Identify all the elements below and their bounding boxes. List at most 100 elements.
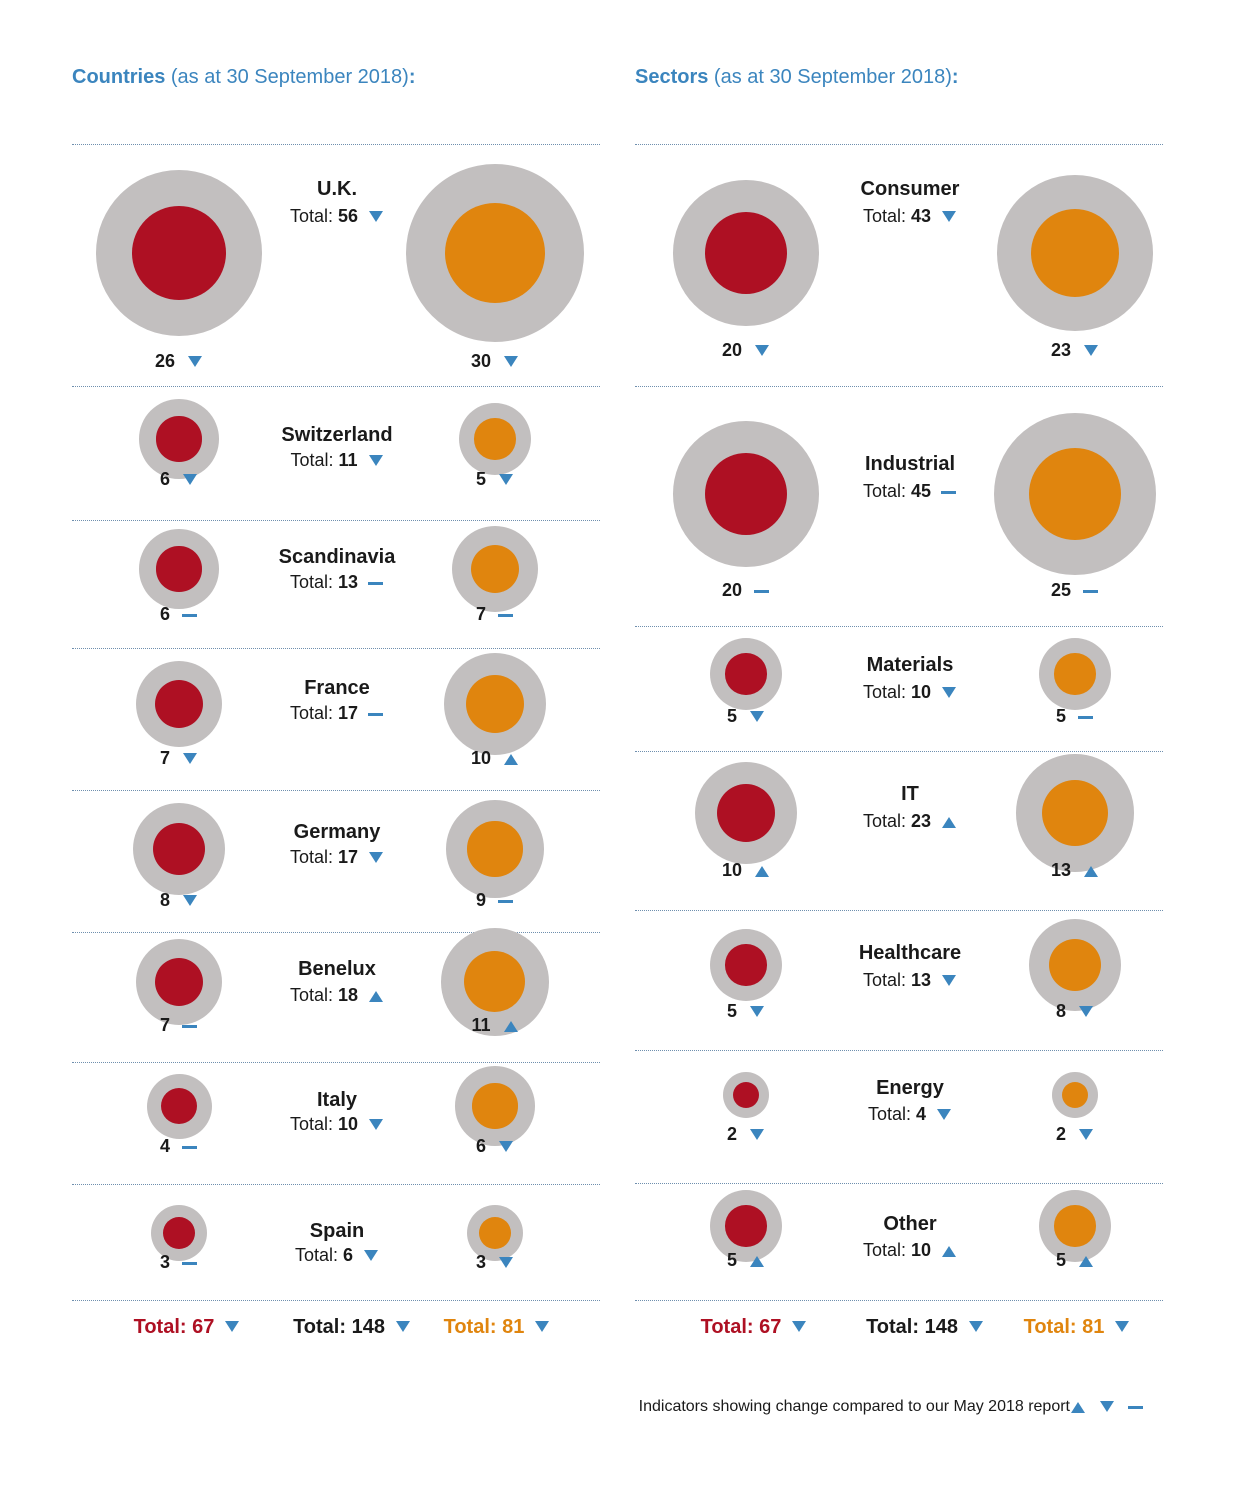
countries-row-italy-total-label: Total: [289,1114,338,1134]
countries-row-benelux-right-count-value: 11 [471,1015,491,1035]
row-divider [635,386,1163,387]
sectors-row-materials-left-bubble-core [725,653,767,695]
countries-row-u-k-right-bubble [405,163,584,342]
sectors-row-industrial-left-count-value: 20 [721,580,743,600]
countries-row-france-total: Total: 17 [237,703,437,724]
sectors-row-industrial-total: Total: 45 [810,481,1010,502]
countries-row-switzerland-right-bubble [458,402,532,476]
up-triangle-icon [1070,1401,1086,1414]
sectors-row-consumer-left-count-value: 20 [721,340,743,360]
sectors-row-energy-right-bubble-core [1061,1081,1088,1108]
countries-row-germany-total-down-triangle-icon [368,851,384,865]
countries-row-italy-left-count-value: 4 [159,1136,170,1156]
sectors-row-materials-left-count-down-triangle-icon [749,710,765,724]
countries-row-italy-name: Italy [316,1089,358,1111]
sectors-row-industrial-right-bubble [993,412,1157,576]
row-divider [72,790,600,791]
sectors-row-it-left-count: 10 [701,860,791,881]
countries-row-benelux-right-count-up-triangle-icon [503,1020,519,1033]
countries-row-france-left-count: 7 [134,748,224,769]
sectors-row-it-left-bubble [694,761,798,865]
countries-title-colon: : [408,66,416,88]
sectors-row-energy-total: Total: 4 [810,1104,1010,1125]
row-divider [72,932,600,933]
countries-row-spain-name: Spain [309,1220,365,1242]
countries-row-benelux-right-count: 11 [450,1015,540,1036]
sectors-row-it-right-count-value: 13 [1050,860,1072,880]
sectors-panel: Sectors (as at 30 September 2018): Consum… [635,0,1163,1488]
countries-row-germany-total: Total: 17 [237,847,437,868]
countries-row-benelux-total-up-triangle-icon [368,990,384,1003]
countries-row-scandinavia-right-bubble-core [470,544,520,594]
countries-row-u-k-total-label: Total: [289,206,338,226]
sectors-row-it-total: Total: 23 [810,811,1010,832]
sectors-row-it-left-count-up-triangle-icon [754,865,770,878]
countries-row-switzerland-left-bubble-core [156,416,202,462]
sectors-row-materials-right-bubble [1038,637,1112,711]
sectors-row-materials-right-count-value: 5 [1055,706,1066,726]
countries-row-switzerland-total-value: 11 [338,450,358,470]
row-divider [635,1300,1163,1301]
sectors-row-consumer-right-bubble [997,175,1153,331]
sectors-row-healthcare-total: Total: 13 [810,970,1010,991]
sectors-row-other-right-count-up-triangle-icon [1078,1255,1094,1268]
sectors-row-consumer-name: Consumer [860,178,960,200]
sectors-row-other-right-bubble [1038,1189,1112,1263]
countries-grand-total-mid-down-triangle-icon [395,1321,411,1334]
sectors-row-industrial-right-count-dash-icon [1083,585,1099,598]
countries-row-benelux-left-count-value: 7 [159,1015,170,1035]
sectors-row-healthcare-right-count-value: 8 [1055,1001,1066,1021]
sectors-row-other-total-value: 10 [911,1240,932,1260]
countries-row-u-k-right-count-value: 30 [470,351,492,371]
countries-row-benelux-total-value: 18 [338,985,359,1005]
sectors-row-energy-left-count-value: 2 [726,1124,737,1144]
sectors-row-other-left-count: 5 [701,1250,791,1271]
sectors-row-consumer-total-label: Total: [862,206,911,226]
sectors-row-materials-right-count-dash-icon [1078,711,1094,724]
countries-grand-total-left-value: Total: 67 [133,1316,215,1338]
sectors-row-healthcare-left-bubble [709,928,783,1002]
countries-row-italy-right-bubble-core [472,1083,518,1129]
sectors-row-consumer-right-count-down-triangle-icon [1083,344,1099,358]
countries-row-scandinavia-total-value: 13 [338,572,359,592]
countries-row-germany-right-bubble-core [467,821,523,877]
countries-row-u-k-right-count-down-triangle-icon [503,355,519,369]
countries-row-benelux-total: Total: 18 [237,985,437,1006]
countries-row-u-k-left-bubble [96,170,262,336]
countries-row-france-total-value: 17 [338,703,359,723]
row-divider [635,1050,1163,1051]
sectors-row-other-total-up-triangle-icon [941,1245,957,1258]
countries-row-scandinavia-left-count-dash-icon [182,609,198,622]
sectors-row-consumer-total-value: 43 [911,206,932,226]
row-divider [72,1184,600,1185]
countries-row-scandinavia-right-count-value: 7 [475,604,486,624]
sectors-row-energy-right-count: 2 [1030,1124,1120,1145]
countries-row-germany-right-bubble [446,800,544,898]
sectors-row-industrial-left-bubble [673,421,819,567]
sectors-title-colon: : [951,66,959,88]
countries-row-germany-left-bubble [133,803,225,895]
sectors-row-industrial-name: Industrial [864,453,955,475]
sectors-row-other-total-label: Total: [862,1240,911,1260]
sectors-grand-total-right-down-triangle-icon [1114,1321,1130,1334]
countries-row-benelux-left-bubble [136,939,222,1025]
sectors-row-energy-right-bubble [1052,1072,1098,1118]
countries-row-italy-right-count-down-triangle-icon [498,1140,514,1154]
sectors-row-healthcare-right-count: 8 [1030,1001,1120,1022]
countries-row-scandinavia-left-count: 6 [134,604,224,625]
sectors-row-it-total-label: Total: [862,811,911,831]
countries-row-scandinavia-total-dash-icon [368,577,384,590]
row-divider [72,144,600,145]
sectors-row-other-left-bubble [709,1189,783,1263]
countries-row-benelux-right-bubble-core [464,951,526,1013]
countries-row-france-left-count-down-triangle-icon [182,752,198,766]
countries-row-u-k-left-count-down-triangle-icon [187,355,203,369]
sectors-row-industrial-total-dash-icon [941,486,957,499]
countries-row-germany-right-count-dash-icon [498,895,514,908]
countries-row-germany-right-count-value: 9 [475,890,486,910]
countries-row-benelux-right-bubble [441,928,549,1036]
row-divider [635,144,1163,145]
countries-row-italy-right-bubble [455,1066,535,1146]
countries-row-italy-left-count: 4 [134,1136,224,1157]
sectors-row-healthcare-left-bubble-core [725,944,767,986]
